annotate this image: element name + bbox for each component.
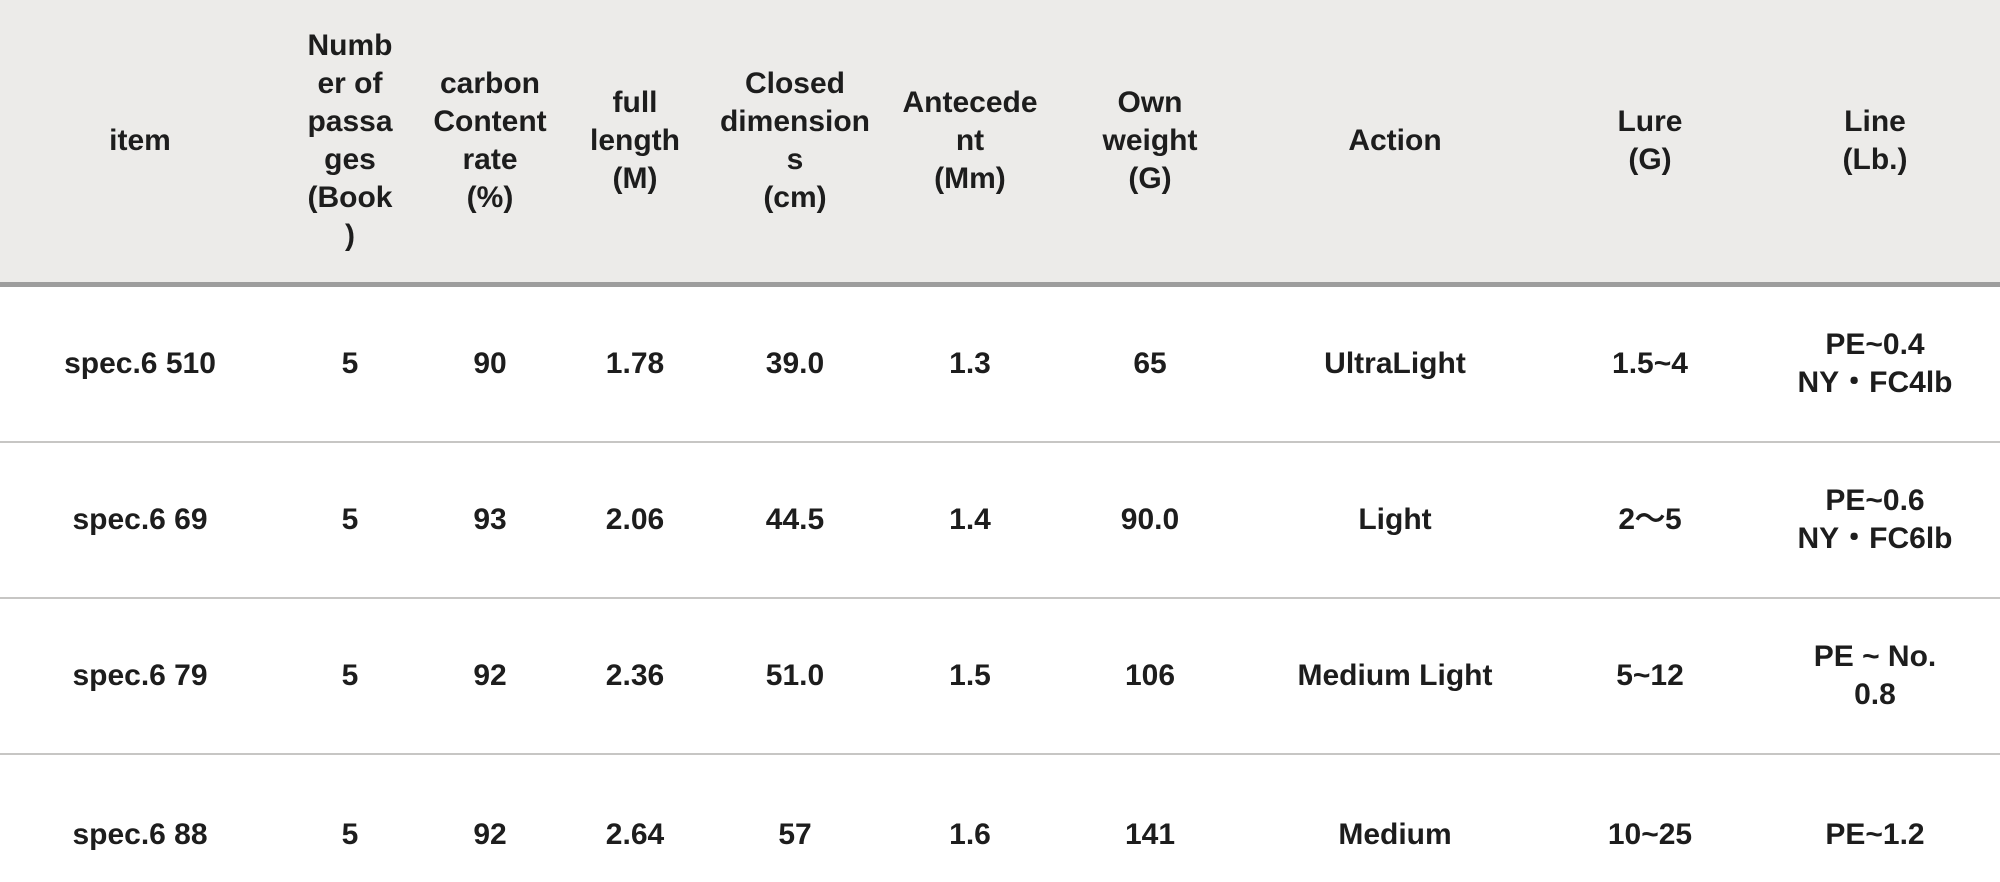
cell-own-weight: 65 (1133, 347, 1167, 380)
cell-lure: 1.5~4 (1612, 347, 1688, 380)
cell-lure: 10~25 (1607, 818, 1693, 851)
cell-full-length: 2.36 (605, 659, 665, 692)
table-row: spec.6 88 5 92 2.64 57 1.6 141 Medium 10… (0, 755, 2000, 882)
cell-closed-dimensions: 51.0 (765, 659, 825, 692)
cell-own-weight: 141 (1124, 818, 1176, 851)
header-cell-lure: Lure (G) (1617, 105, 1683, 176)
cell-line: PE ~ No. 0.8 (1813, 640, 1937, 711)
cell-item: spec.6 510 (64, 347, 216, 380)
cell-line: PE~0.4 NY・FC4lb (1797, 328, 1953, 399)
cell-closed-dimensions: 44.5 (765, 503, 825, 536)
cell-item: spec.6 79 (72, 659, 208, 692)
header-cell-antecedent: Antecede nt (Mm) (902, 86, 1038, 195)
table-row: spec.6 510 5 90 1.78 39.0 1.3 65 UltraLi… (0, 287, 2000, 443)
table-header-row: item Numb er of passa ges (Book ) carbon… (0, 0, 2000, 287)
cell-carbon-rate: 92 (473, 818, 507, 851)
cell-own-weight: 90.0 (1120, 503, 1180, 536)
cell-carbon-rate: 93 (473, 503, 507, 536)
cell-carbon-rate: 90 (473, 347, 507, 380)
cell-item: spec.6 88 (72, 818, 208, 851)
cell-action: UltraLight (1324, 347, 1466, 380)
cell-antecedent: 1.4 (949, 503, 991, 536)
cell-passages: 5 (341, 347, 359, 380)
cell-antecedent: 1.6 (949, 818, 991, 851)
cell-action: Medium Light (1297, 659, 1493, 692)
cell-line: PE~1.2 (1825, 818, 1925, 851)
cell-carbon-rate: 92 (473, 659, 507, 692)
cell-closed-dimensions: 57 (778, 818, 812, 851)
header-cell-action: Action (1348, 124, 1442, 157)
cell-item: spec.6 69 (72, 503, 208, 536)
table-row: spec.6 69 5 93 2.06 44.5 1.4 90.0 Light … (0, 443, 2000, 599)
cell-passages: 5 (341, 818, 359, 851)
header-cell-passages: Numb er of passa ges (Book ) (307, 29, 393, 252)
cell-passages: 5 (341, 659, 359, 692)
header-cell-line: Line (Lb.) (1842, 105, 1908, 176)
cell-lure: 2〜5 (1618, 503, 1682, 536)
cell-full-length: 2.06 (605, 503, 665, 536)
cell-own-weight: 106 (1124, 659, 1176, 692)
cell-closed-dimensions: 39.0 (765, 347, 825, 380)
cell-action: Medium (1338, 818, 1452, 851)
header-cell-own-weight: Own weight (G) (1102, 86, 1198, 195)
header-cell-item: item (109, 124, 171, 157)
cell-full-length: 1.78 (605, 347, 665, 380)
header-cell-carbon-rate: carbon Content rate (%) (433, 67, 547, 214)
header-cell-full-length: full length (M) (590, 86, 680, 195)
cell-passages: 5 (341, 503, 359, 536)
cell-antecedent: 1.5 (949, 659, 991, 692)
cell-full-length: 2.64 (605, 818, 665, 851)
cell-line: PE~0.6 NY・FC6lb (1797, 484, 1953, 555)
table-row: spec.6 79 5 92 2.36 51.0 1.5 106 Medium … (0, 599, 2000, 755)
header-cell-closed-dimensions: Closed dimension s (cm) (719, 67, 870, 214)
cell-antecedent: 1.3 (949, 347, 991, 380)
cell-lure: 5~12 (1616, 659, 1684, 692)
cell-action: Light (1358, 503, 1432, 536)
